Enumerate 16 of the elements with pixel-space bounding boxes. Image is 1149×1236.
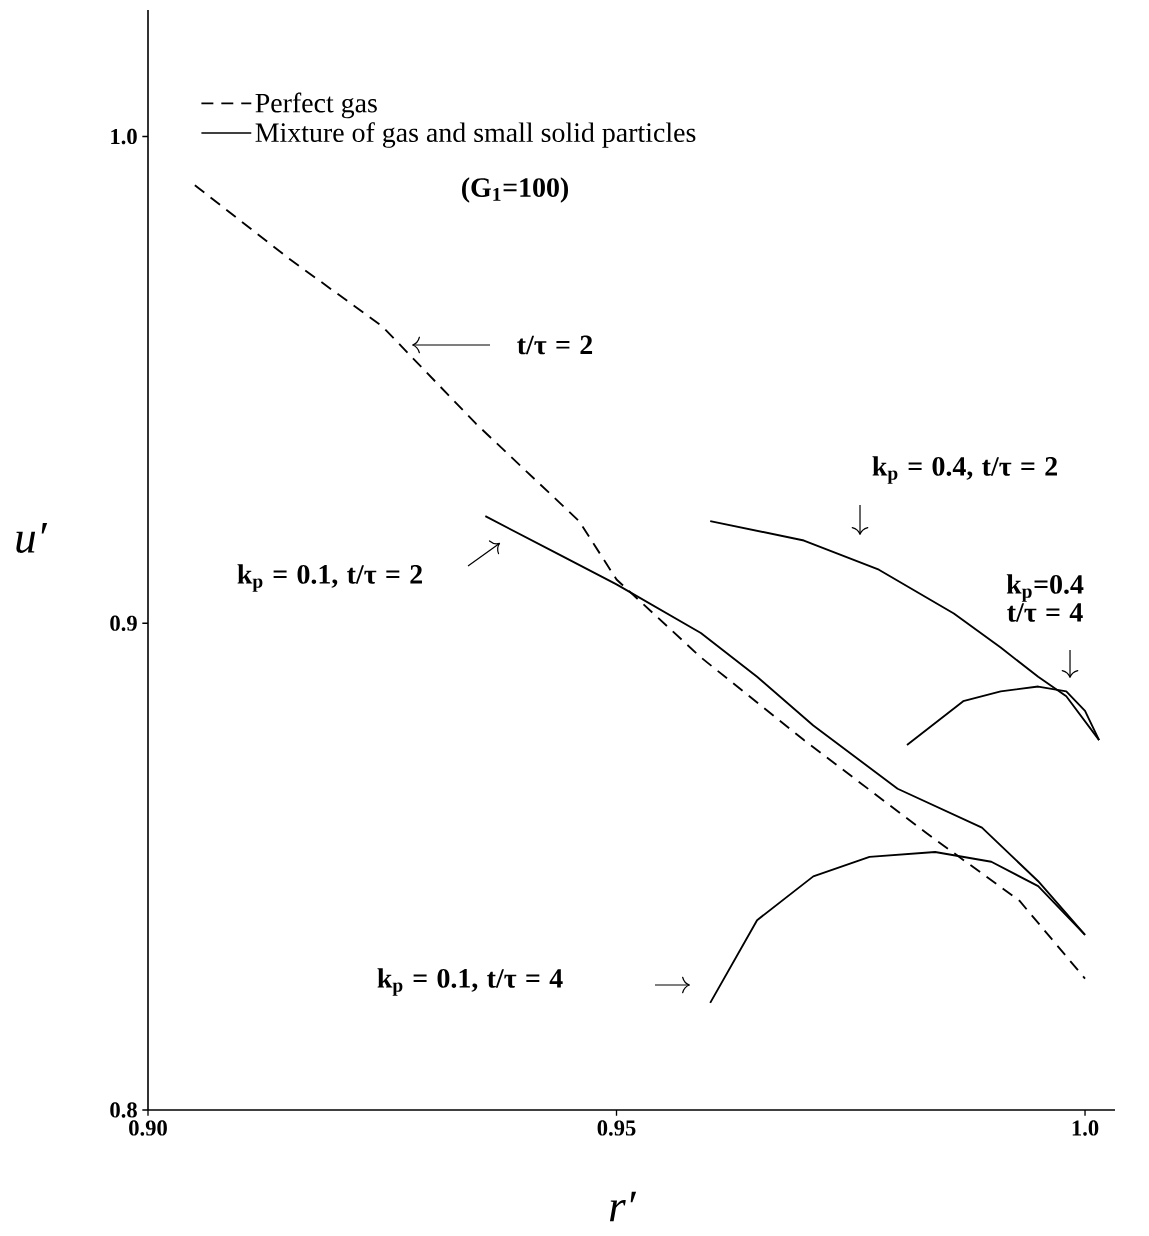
- y-tick-label: 1.0: [111, 128, 137, 145]
- y-tick-label: 0.8: [110, 1102, 137, 1118]
- legend-label: Mixture of gas and small solid particles: [255, 122, 696, 148]
- annotation: k$_{p}$ = 0.4, t/τ = 2: [872, 456, 1057, 484]
- x-axis-title: r′: [609, 1191, 637, 1222]
- x-tick-label: 0.90: [129, 1120, 167, 1136]
- annotation: t/τ = 2: [517, 335, 593, 355]
- x-tick-label: 1.0: [1072, 1120, 1099, 1136]
- annotation: k$_{p}$ = 0.1, t/τ = 4: [377, 968, 563, 996]
- annotation: (G$_{1}$=100): [462, 177, 568, 203]
- annotation: k$_{p}$=0.4 t/τ = 4: [1006, 574, 1084, 622]
- y-tick-label: 0.9: [110, 615, 137, 631]
- legend-label: Perfect gas: [255, 92, 377, 119]
- annotation: k$_{p}$ = 0.1, t/τ = 2: [237, 564, 422, 592]
- x-tick-label: 0.95: [597, 1120, 636, 1136]
- y-axis-title: u′: [16, 522, 48, 554]
